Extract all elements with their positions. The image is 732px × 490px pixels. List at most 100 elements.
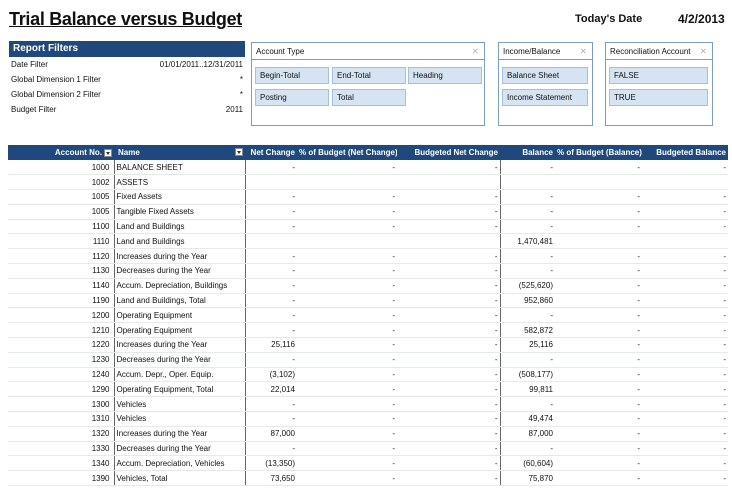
- account-no-cell[interactable]: 1320: [8, 426, 114, 442]
- pct-budget-balance-cell[interactable]: -: [555, 455, 642, 472]
- budgeted-balance-cell[interactable]: -: [642, 204, 728, 220]
- column-header-name[interactable]: Name: [114, 145, 245, 160]
- filter-value[interactable]: *: [239, 75, 243, 84]
- net-change-cell[interactable]: -: [244, 307, 297, 324]
- balance-cell[interactable]: -: [499, 307, 555, 324]
- account-no-cell[interactable]: 1005: [8, 204, 114, 220]
- table-row[interactable]: 1002 ASSETS: [8, 174, 728, 191]
- net-change-cell[interactable]: -: [244, 204, 297, 220]
- account-no-cell[interactable]: 1330: [8, 441, 114, 457]
- balance-cell[interactable]: (525,620): [499, 278, 555, 294]
- pct-budget-net-change-cell[interactable]: -: [297, 470, 397, 487]
- slicer-item[interactable]: Income Statement: [502, 89, 588, 106]
- table-row[interactable]: 1100 Land and Buildings - - - - - -: [8, 219, 728, 235]
- pct-budget-balance-cell[interactable]: -: [555, 426, 642, 442]
- pct-budget-balance-cell[interactable]: -: [555, 381, 642, 398]
- budgeted-net-change-cell[interactable]: -: [397, 307, 500, 324]
- account-name-cell[interactable]: Decreases during the Year: [113, 263, 245, 279]
- budgeted-net-change-cell[interactable]: -: [397, 337, 500, 353]
- balance-cell[interactable]: -: [499, 263, 555, 279]
- pct-budget-net-change-cell[interactable]: -: [297, 426, 397, 442]
- account-no-cell[interactable]: 1240: [8, 367, 114, 383]
- pct-budget-balance-cell[interactable]: -: [555, 189, 642, 205]
- filter-value[interactable]: 2011: [225, 105, 243, 114]
- balance-cell[interactable]: 99,811: [499, 381, 555, 398]
- budgeted-net-change-cell[interactable]: -: [397, 455, 500, 472]
- budgeted-net-change-cell[interactable]: -: [397, 441, 500, 457]
- pct-budget-net-change-cell[interactable]: -: [297, 337, 397, 353]
- balance-cell[interactable]: -: [499, 352, 555, 368]
- budgeted-balance-cell[interactable]: -: [642, 426, 728, 442]
- pct-budget-balance-cell[interactable]: -: [555, 219, 642, 235]
- pct-budget-net-change-cell[interactable]: -: [297, 278, 397, 294]
- table-row[interactable]: 1230 Decreases during the Year - - - - - -: [8, 352, 728, 368]
- net-change-cell[interactable]: -: [244, 352, 297, 368]
- clear-filter-icon[interactable]: ⨯: [699, 45, 707, 56]
- account-no-cell[interactable]: 1200: [8, 307, 114, 324]
- account-name-cell[interactable]: Accum. Depr., Oper. Equip.: [113, 367, 245, 383]
- account-no-cell[interactable]: 1005: [8, 189, 114, 205]
- balance-cell[interactable]: 1,470,481: [499, 233, 555, 250]
- net-change-cell[interactable]: 25,116: [244, 337, 297, 353]
- budgeted-net-change-cell[interactable]: -: [397, 204, 500, 220]
- pct-budget-net-change-cell[interactable]: -: [297, 307, 397, 324]
- table-row[interactable]: 1200 Operating Equipment - - - - - -: [8, 307, 728, 324]
- account-name-cell[interactable]: BALANCE SHEET: [113, 160, 245, 176]
- pct-budget-balance-cell[interactable]: -: [555, 337, 642, 353]
- account-name-cell[interactable]: Vehicles: [113, 396, 245, 413]
- slicer-item[interactable]: Heading: [408, 67, 482, 84]
- account-name-cell[interactable]: Decreases during the Year: [113, 441, 245, 457]
- filter-dropdown-icon[interactable]: [104, 148, 112, 157]
- account-no-cell[interactable]: 1310: [8, 411, 114, 427]
- table-row[interactable]: 1130 Decreases during the Year - - - - - -: [8, 263, 728, 279]
- table-row[interactable]: 1310 Vehicles - - -49,474- -: [8, 411, 728, 427]
- account-name-cell[interactable]: Vehicles, Total: [113, 470, 245, 487]
- pct-budget-balance-cell[interactable]: [555, 174, 642, 191]
- balance-cell[interactable]: (60,604): [499, 455, 555, 472]
- budgeted-balance-cell[interactable]: -: [642, 263, 728, 279]
- pct-budget-balance-cell[interactable]: -: [555, 411, 642, 427]
- account-name-cell[interactable]: Operating Equipment, Total: [113, 381, 245, 398]
- pct-budget-balance-cell[interactable]: -: [555, 396, 642, 413]
- budgeted-balance-cell[interactable]: -: [642, 248, 728, 265]
- account-name-cell[interactable]: Accum. Depreciation, Vehicles: [113, 455, 245, 472]
- account-name-cell[interactable]: Accum. Depreciation, Buildings: [113, 278, 245, 294]
- slicer-item[interactable]: End-Total: [332, 67, 406, 84]
- pct-budget-net-change-cell[interactable]: -: [297, 322, 397, 339]
- slicer-item[interactable]: Balance Sheet: [502, 67, 588, 84]
- budgeted-balance-cell[interactable]: [642, 233, 728, 250]
- balance-cell[interactable]: -: [499, 204, 555, 220]
- budgeted-net-change-cell[interactable]: -: [397, 322, 500, 339]
- table-row[interactable]: 1300 Vehicles - - - - - -: [8, 396, 728, 413]
- pct-budget-net-change-cell[interactable]: -: [297, 219, 397, 235]
- column-header-balance[interactable]: Balance: [500, 145, 555, 160]
- filter-value[interactable]: *: [239, 90, 243, 99]
- account-no-cell[interactable]: 1290: [8, 381, 114, 398]
- pct-budget-balance-cell[interactable]: -: [555, 248, 642, 265]
- balance-cell[interactable]: -: [499, 219, 555, 235]
- table-row[interactable]: 1000 BALANCE SHEET - - - - - -: [8, 160, 728, 176]
- budgeted-balance-cell[interactable]: -: [642, 411, 728, 427]
- balance-cell[interactable]: -: [499, 441, 555, 457]
- budgeted-net-change-cell[interactable]: [397, 233, 500, 250]
- pct-budget-net-change-cell[interactable]: -: [297, 189, 397, 205]
- net-change-cell[interactable]: -: [244, 278, 297, 294]
- pct-budget-net-change-cell[interactable]: -: [297, 411, 397, 427]
- column-header-budgeted-net-change[interactable]: Budgeted Net Change: [397, 145, 500, 160]
- pct-budget-balance-cell[interactable]: -: [555, 160, 642, 176]
- table-row[interactable]: 1190 Land and Buildings, Total - - -952,860-…: [8, 293, 728, 309]
- column-header-account-no[interactable]: Account No.: [8, 145, 114, 160]
- budgeted-balance-cell[interactable]: -: [642, 219, 728, 235]
- budgeted-net-change-cell[interactable]: -: [397, 278, 500, 294]
- budgeted-net-change-cell[interactable]: -: [397, 293, 500, 309]
- pct-budget-net-change-cell[interactable]: -: [297, 263, 397, 279]
- account-no-cell[interactable]: 1220: [8, 337, 114, 353]
- account-no-cell[interactable]: 1190: [8, 293, 114, 309]
- budgeted-net-change-cell[interactable]: -: [397, 396, 500, 413]
- column-header-net-change[interactable]: Net Change: [245, 145, 297, 160]
- table-row[interactable]: 1320 Increases during the Year 87,000- -87,…: [8, 426, 728, 442]
- net-change-cell[interactable]: [244, 233, 297, 250]
- account-no-cell[interactable]: 1210: [8, 322, 114, 339]
- balance-cell[interactable]: -: [499, 160, 555, 176]
- budgeted-net-change-cell[interactable]: -: [397, 426, 500, 442]
